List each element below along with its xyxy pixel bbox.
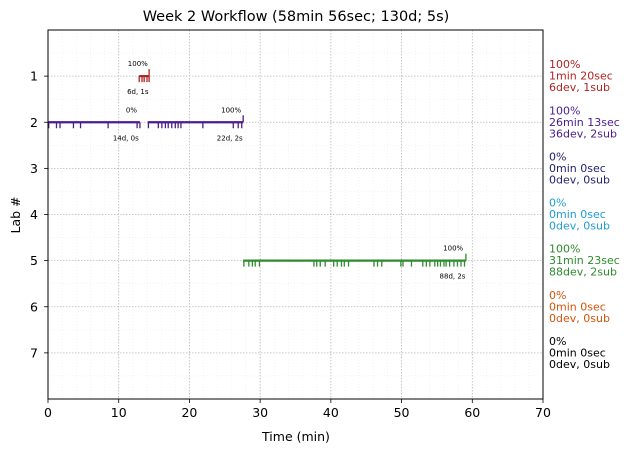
lab-7-summary-line: 0min 0sec	[549, 346, 606, 359]
y-tick-label: 2	[30, 115, 38, 130]
lab-4-summary-line: 0dev, 0sub	[549, 220, 610, 233]
lab-7-summary-line: 0%	[549, 335, 566, 348]
x-tick-label: 70	[535, 405, 551, 420]
progress-annotation: 100%	[128, 60, 148, 68]
progress-annotation: 6d, 1s	[127, 88, 149, 96]
lab-1-track: 100% 6d, 1s	[127, 60, 150, 96]
y-tick-label: 7	[30, 345, 38, 360]
lab-5-summary-line: 100%	[549, 243, 580, 256]
x-tick-label: 20	[181, 405, 197, 420]
x-tick-label: 30	[252, 405, 268, 420]
lab-7-summary-line: 0dev, 0sub	[549, 358, 610, 371]
progress-annotation: 100%	[221, 106, 241, 114]
lab-5-summary-line: 31min 23sec	[549, 254, 620, 267]
lab-2-summary-line: 100%	[549, 104, 580, 117]
lab-6-summary-line: 0dev, 0sub	[549, 312, 610, 325]
grid-lines	[47, 30, 544, 399]
lab-1-summary-line: 1min 20sec	[549, 70, 613, 83]
y-tick-label: 4	[30, 207, 38, 222]
lab-4-summary-line: 0%	[549, 197, 566, 210]
lab-6-summary-line: 0min 0sec	[549, 300, 606, 313]
y-tick-label: 5	[30, 253, 38, 268]
progress-annotation: 0%	[126, 106, 137, 114]
lab-2-track: 0% 14d, 0s 100% 22d, 2s	[48, 106, 244, 142]
y-tick-label: 3	[30, 161, 38, 176]
y-tick-label: 1	[30, 69, 38, 84]
lab-1-summary-line: 100%	[549, 58, 580, 71]
x-tick-label: 0	[44, 405, 52, 420]
progress-annotation: 22d, 2s	[217, 134, 243, 142]
lab-1-summary-line: 6dev, 1sub	[549, 81, 610, 94]
progress-annotation: 100%	[443, 245, 463, 253]
progress-annotation: 88d, 2s	[440, 273, 466, 281]
lab-5-summary-line: 88dev, 2sub	[549, 266, 617, 279]
lab-4-summary-line: 0min 0sec	[549, 208, 606, 221]
x-tick-label: 60	[464, 405, 480, 420]
chart-title: Week 2 Workflow (58min 56sec; 130d; 5s)	[143, 9, 450, 25]
lab-5-track: 100% 88d, 2s	[243, 245, 467, 281]
plot-area: 100% 6d, 1s 0% 14d, 0s 100% 22d, 2s 100% 88d, 2…	[48, 60, 467, 281]
x-axis-label: Time (min)	[261, 429, 330, 444]
lab-3-summary-line: 0%	[549, 150, 566, 163]
progress-annotation: 14d, 0s	[113, 134, 139, 142]
y-axis-ticks: 1 2 3 4 5 6 7	[30, 69, 48, 360]
lab-2-summary-line: 36dev, 2sub	[549, 127, 617, 140]
x-tick-label: 10	[111, 405, 127, 420]
lab-2-summary-line: 26min 13sec	[549, 116, 620, 129]
x-axis-ticks: 0 10 20 30 40 50 60 70	[44, 399, 551, 420]
y-tick-label: 6	[30, 299, 38, 314]
lab-6-summary-line: 0%	[549, 289, 566, 302]
x-tick-label: 40	[323, 405, 339, 420]
y-axis-label: Lab #	[8, 196, 23, 233]
lab-3-summary-line: 0dev, 0sub	[549, 173, 610, 186]
x-tick-label: 50	[394, 405, 410, 420]
lab-3-summary-line: 0min 0sec	[549, 162, 606, 175]
